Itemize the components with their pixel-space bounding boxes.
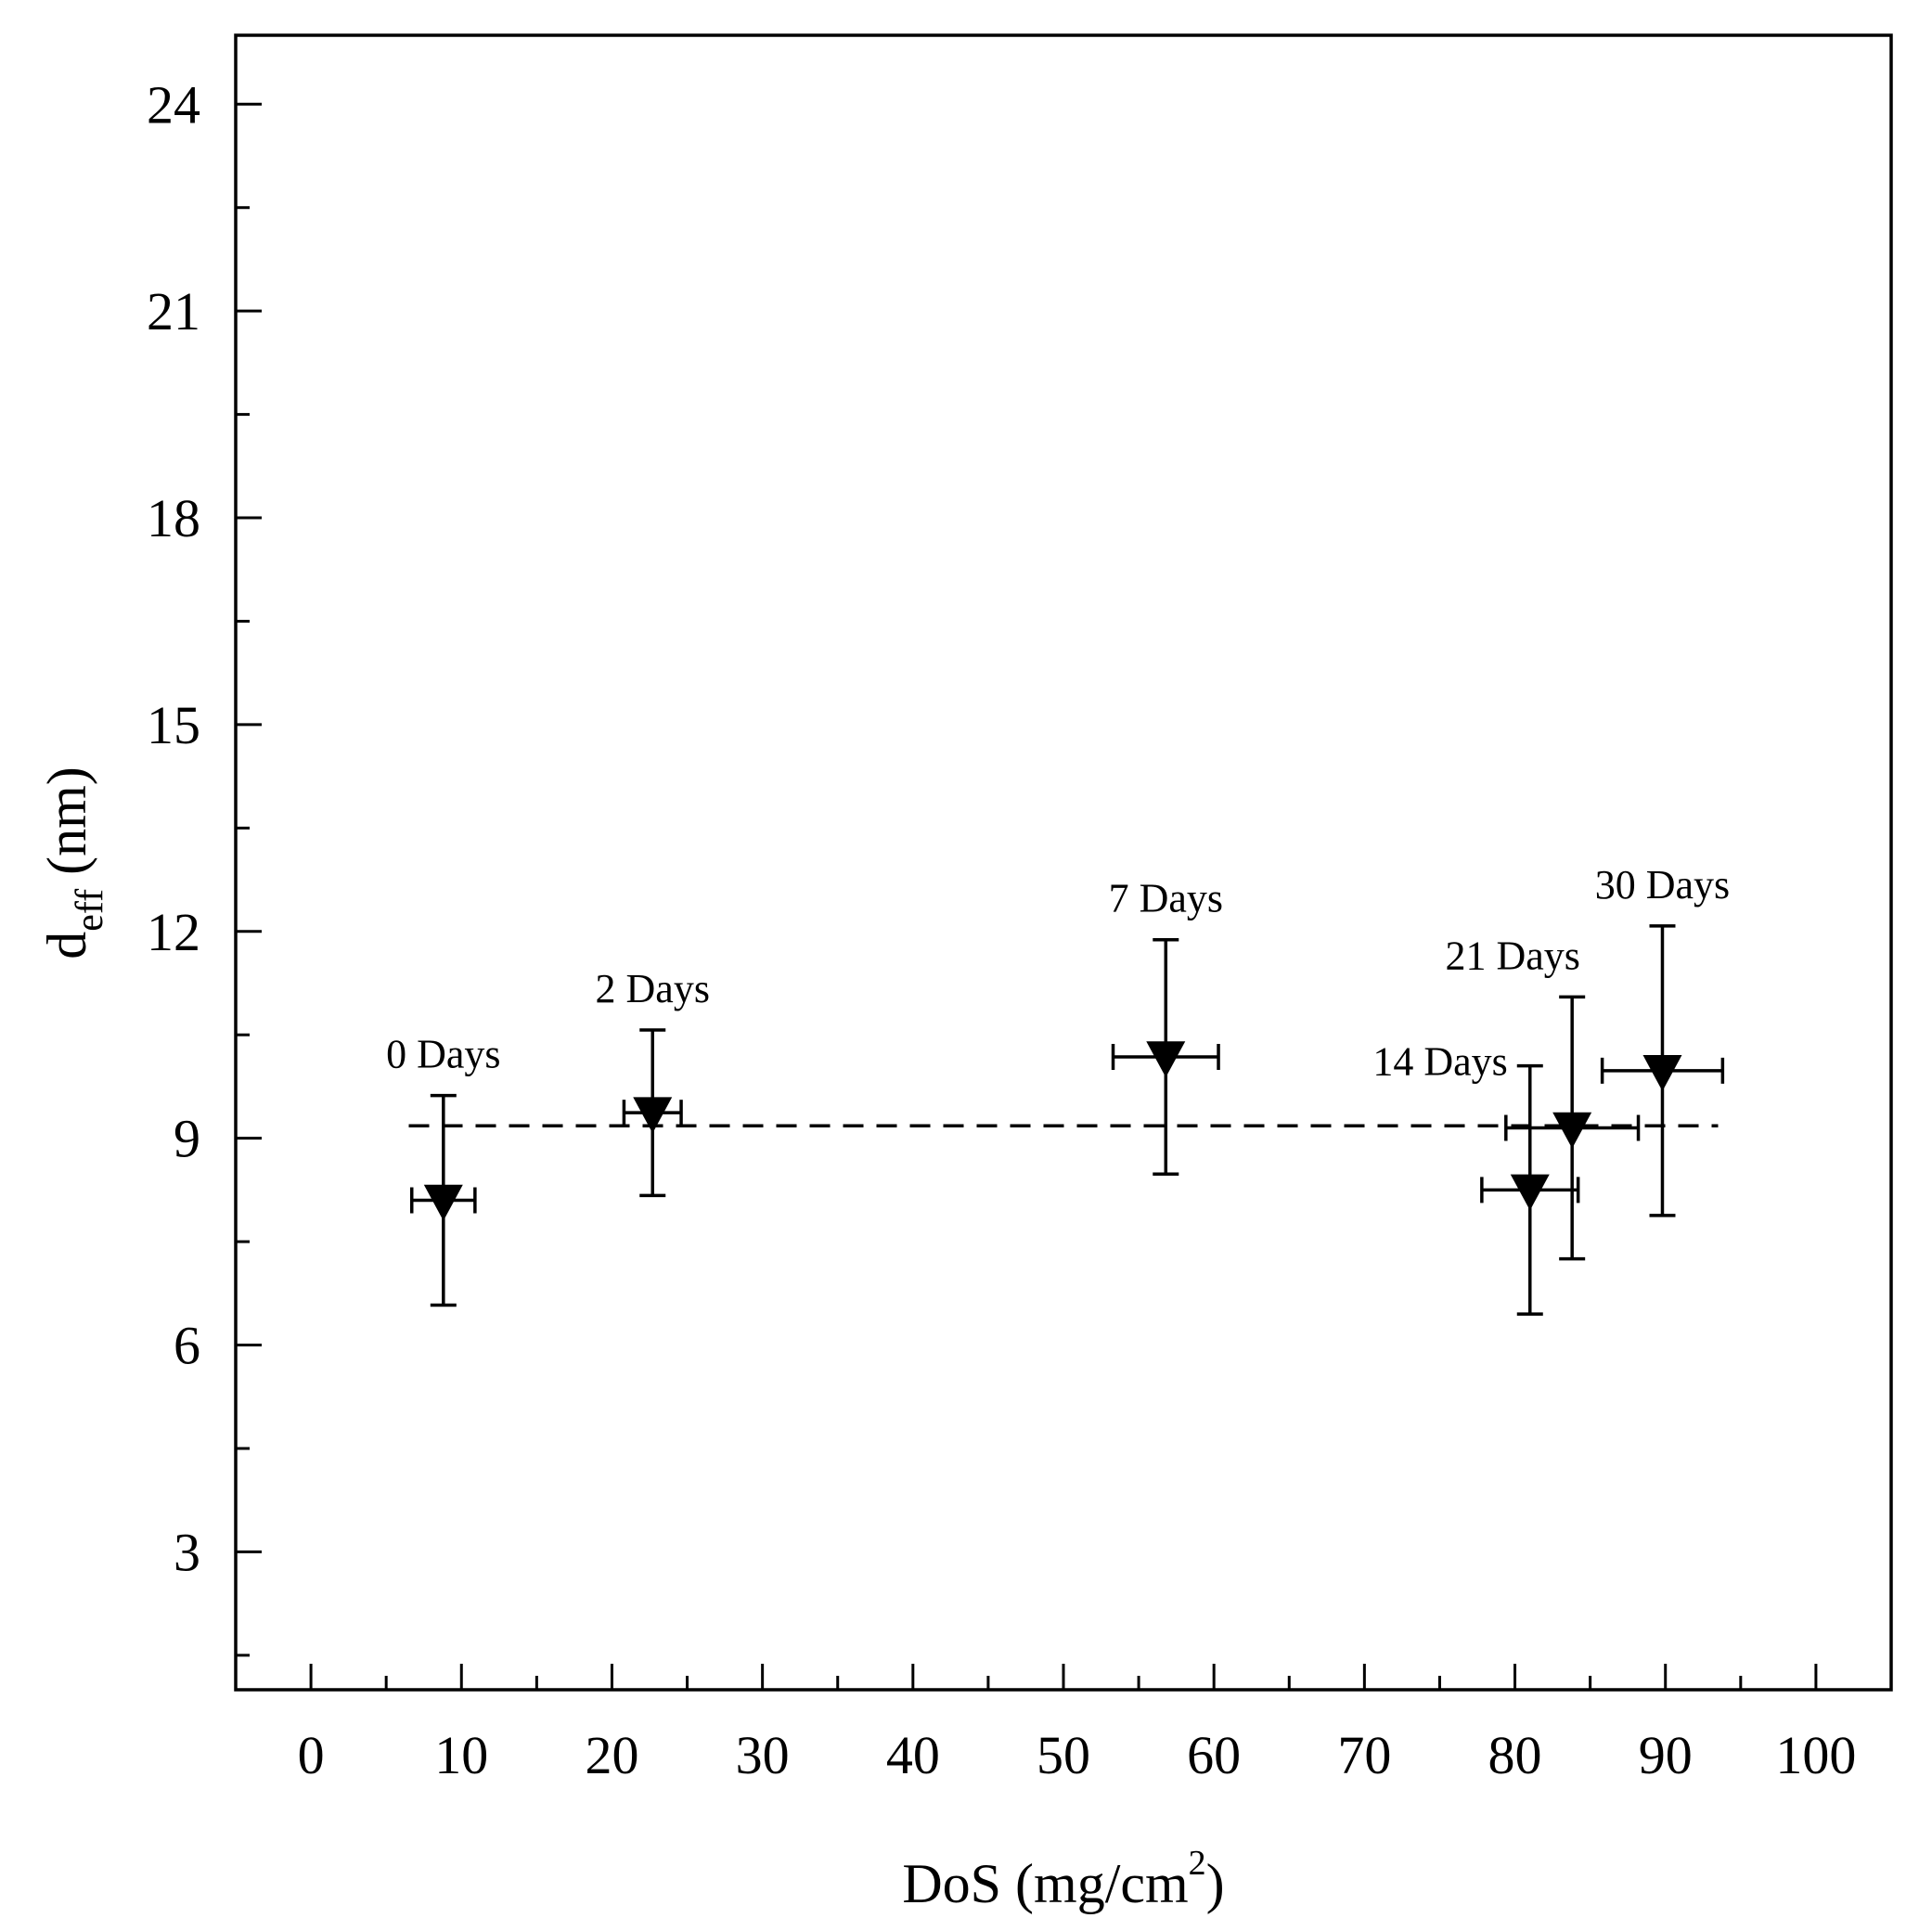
x-axis-title-close: ) <box>1206 1853 1225 1914</box>
point-label: 14 Days <box>1372 1039 1507 1085</box>
x-tick-label: 40 <box>886 1725 940 1785</box>
x-axis-title-main: DoS (mg/cm <box>902 1853 1188 1914</box>
y-axis-ticks: 3 6 9 12 15 18 21 24 <box>147 74 262 1657</box>
triangle-down-marker <box>1510 1174 1550 1211</box>
point-label: 7 Days <box>1109 876 1223 921</box>
data-point: 21 Days <box>1445 933 1641 1261</box>
x-tick-label: 30 <box>736 1725 790 1785</box>
y-tick-label: 15 <box>147 695 200 755</box>
x-tick-label: 90 <box>1639 1725 1693 1785</box>
data-point: 0 Days <box>386 1032 501 1307</box>
y-axis-title-main: d <box>36 932 97 959</box>
x-axis-title: DoS (mg/cm2) <box>902 1844 1224 1914</box>
triangle-down-marker <box>1146 1041 1186 1078</box>
y-tick-label: 3 <box>174 1522 200 1582</box>
y-tick-label: 21 <box>147 281 200 341</box>
point-label: 30 Days <box>1595 862 1730 908</box>
y-tick-label: 12 <box>147 902 200 962</box>
x-tick-label: 60 <box>1187 1725 1241 1785</box>
data-point: 14 Days <box>1372 1039 1580 1316</box>
point-label: 2 Days <box>596 966 710 1011</box>
point-label: 0 Days <box>386 1032 500 1077</box>
x-tick-label: 80 <box>1488 1725 1542 1785</box>
x-tick-label: 100 <box>1775 1725 1856 1785</box>
x-tick-label: 0 <box>298 1725 325 1785</box>
y-axis-title: deff (nm) <box>36 766 111 959</box>
y-tick-label: 9 <box>174 1109 200 1169</box>
x-tick-label: 10 <box>434 1725 488 1785</box>
data-point: 7 Days <box>1109 876 1223 1177</box>
y-tick-label: 24 <box>147 74 200 135</box>
x-tick-label: 20 <box>585 1725 638 1785</box>
data-points: 0 Days 2 Days 7 Days 14 Days 21 Days 30 Days <box>386 862 1730 1316</box>
y-tick-label: 18 <box>147 488 200 548</box>
data-point: 2 Days <box>596 966 710 1198</box>
data-point: 30 Days <box>1595 862 1730 1217</box>
triangle-down-marker <box>423 1184 463 1221</box>
x-tick-label: 50 <box>1037 1725 1090 1785</box>
triangle-down-marker <box>1642 1055 1682 1091</box>
x-axis-ticks: 0 10 20 30 40 50 60 70 80 90 100 <box>298 1664 1856 1785</box>
x-tick-label: 70 <box>1337 1725 1391 1785</box>
y-axis-title-sub: eff <box>69 889 111 932</box>
x-axis-title-sup: 2 <box>1189 1844 1206 1883</box>
point-label: 21 Days <box>1445 933 1579 978</box>
triangle-down-marker <box>633 1097 673 1134</box>
triangle-down-marker <box>1552 1112 1592 1149</box>
y-tick-label: 6 <box>174 1316 200 1376</box>
y-axis-title-unit: (nm) <box>36 766 97 889</box>
